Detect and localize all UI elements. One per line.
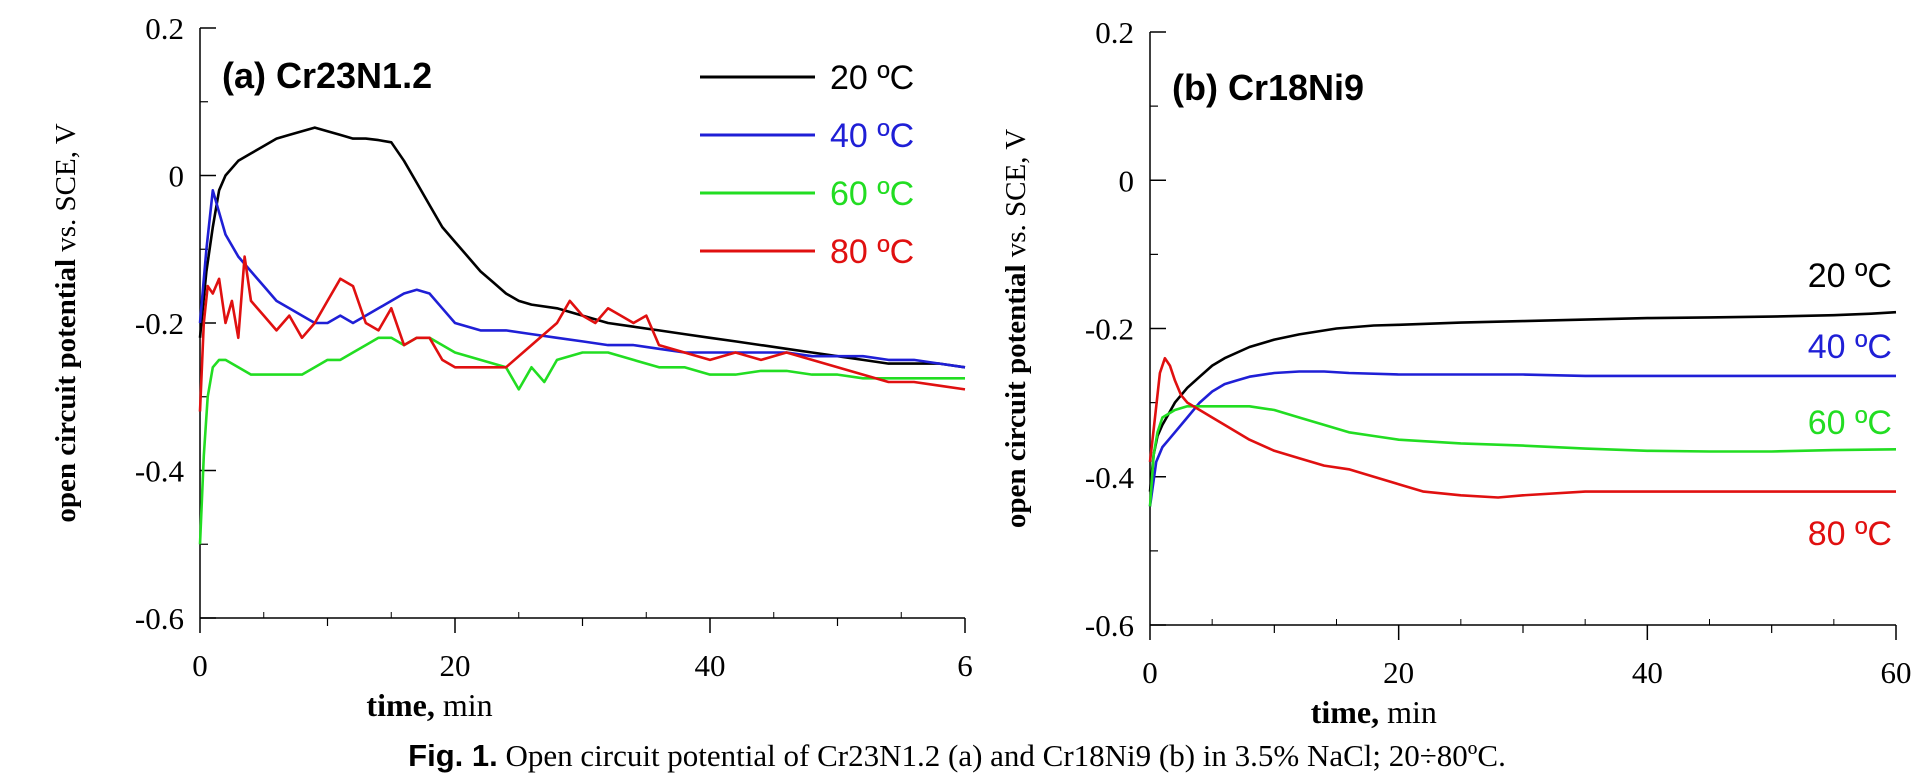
y-tick-label: -0.4 xyxy=(135,454,185,489)
legend-label-80: 80 ºC xyxy=(830,233,914,271)
x-tick-label: 60 xyxy=(1881,655,1912,690)
caption-text: Open circuit potential of Cr23N1.2 (a) a… xyxy=(505,738,1506,773)
series-line-80 xyxy=(1148,356,1896,499)
y-axis-label: open circuit potential vs. SCE, V xyxy=(50,123,82,522)
series-line-20 xyxy=(198,126,966,369)
y-tick-label: 0.2 xyxy=(145,11,184,46)
series-line-40 xyxy=(1148,370,1896,507)
y-tick-label: -0.2 xyxy=(1085,312,1134,347)
legend-label-60: 60 ºC xyxy=(830,175,914,213)
y-axis-label: open circuit potential vs. SCE, V xyxy=(1000,129,1032,528)
x-axis-label-unit: min xyxy=(435,687,493,723)
curve-label-40: 40 ºC xyxy=(1808,328,1892,366)
y-tick-label: 0 xyxy=(169,159,185,194)
series-line-20 xyxy=(1148,310,1897,492)
x-axis-label-bold: time, xyxy=(1311,694,1379,730)
x-tick-label: 20 xyxy=(1383,655,1414,690)
curve-label-80: 80 ºC xyxy=(1808,515,1892,553)
x-tick-label: 0 xyxy=(1142,655,1158,690)
y-tick-label: 0 xyxy=(1119,163,1135,198)
x-tick-label: 40 xyxy=(1632,655,1663,690)
panel-title: (a) Cr23N1.2 xyxy=(222,55,432,96)
x-axis-label-bold: time, xyxy=(366,687,434,723)
x-tick-label: 20 xyxy=(440,648,471,683)
x-axis-label-unit: min xyxy=(1379,694,1437,730)
series-line-80 xyxy=(198,255,966,412)
curve-label-20: 20 ºC xyxy=(1808,257,1892,295)
x-tick-label: 40 xyxy=(695,648,726,683)
y-tick-label: -0.6 xyxy=(135,601,184,636)
y-axis-label-bold: open circuit potential xyxy=(50,259,82,523)
y-tick-label: 0.2 xyxy=(1095,15,1134,50)
figure-caption: Fig. 1. Open circuit potential of Cr23N1… xyxy=(0,738,1914,774)
y-tick-label: -0.2 xyxy=(135,306,184,341)
series-line-40 xyxy=(198,189,966,369)
x-axis-label: time, min xyxy=(366,687,492,723)
panel-title: (b) Cr18Ni9 xyxy=(1172,67,1364,108)
y-tick-label: -0.4 xyxy=(1085,460,1135,495)
y-axis-label-unit: vs. SCE, V xyxy=(1000,129,1032,265)
series-line-60 xyxy=(1148,404,1897,507)
legend-label-40: 40 ºC xyxy=(830,117,914,155)
curve-label-60: 60 ºC xyxy=(1808,404,1892,442)
legend-label-20: 20 ºC xyxy=(830,59,914,97)
x-tick-label: 6 xyxy=(957,648,973,683)
y-axis-label-unit: vs. SCE, V xyxy=(50,123,82,259)
x-tick-label: 0 xyxy=(192,648,208,683)
y-axis-label-bold: open circuit potential xyxy=(1000,264,1032,528)
caption-label: Fig. 1. xyxy=(408,738,498,773)
series-line-60 xyxy=(198,336,965,545)
x-axis-label: time, min xyxy=(1311,694,1437,730)
y-tick-label: -0.6 xyxy=(1085,608,1134,643)
